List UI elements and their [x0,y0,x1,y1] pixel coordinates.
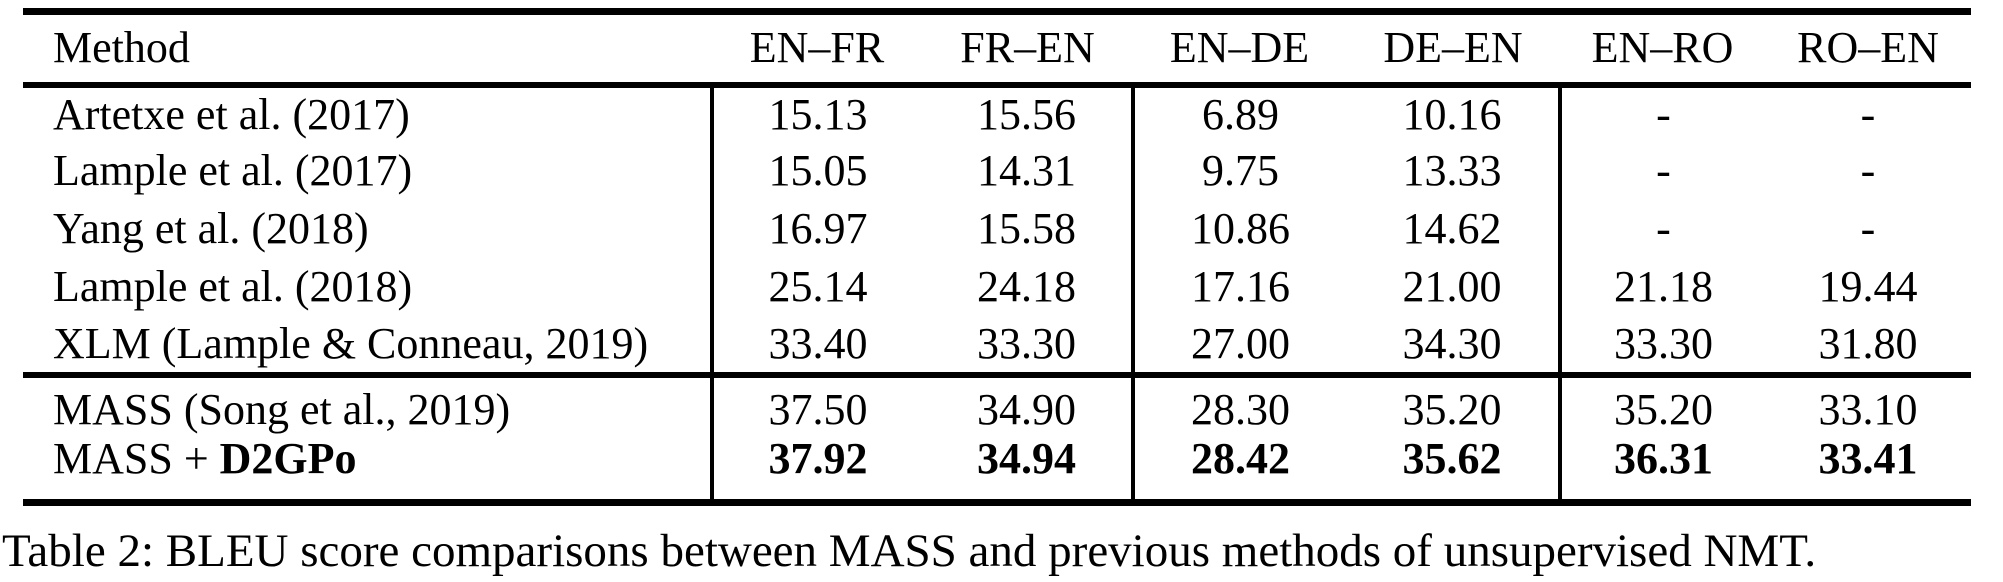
score-cell: 28.42 [1191,433,1290,483]
score-cell: - [1860,89,1876,139]
table-row: Artetxe et al. (2017) 15.13 15.56 6.89 1… [23,84,1971,143]
method-cell: MASS + D2GPo [23,433,714,503]
score-cell: 34.90 [922,371,1135,435]
score-cell: 34.30 [1346,316,1562,375]
method-label: Lample et al. (2018) [53,262,413,312]
score-cell: 24.18 [922,258,1135,317]
score-cell: - [1656,204,1671,254]
method-cell: XLM (Lample & Conneau, 2019) [23,316,714,375]
column-header-de-en: DE–EN [1346,11,1560,88]
score-cell: 9.75 [1202,146,1279,196]
table-row: Yang et al. (2018) 16.97 15.58 10.86 14.… [23,200,1971,259]
method-label: MASS (Song et al., 2019) [53,384,511,434]
score-cell: 33.41 [1818,433,1918,483]
score-cell: 37.50 [712,371,922,435]
score-cell: 31.80 [1818,318,1918,368]
score-cell: 15.56 [922,84,1135,143]
bleu-score-table: Method EN–FR FR–EN EN–DE DE–EN EN–RO RO–… [23,8,1971,506]
score-cell: 35.20 [1346,371,1562,435]
score-cell: 33.30 [1614,318,1713,368]
method-label: XLM (Lample & Conneau, 2019) [53,318,649,368]
score-cell: 35.62 [1346,434,1562,503]
score-cell: 16.97 [768,204,868,254]
score-cell: 17.16 [1191,262,1290,312]
table-row: Lample et al. (2017) 15.05 14.31 9.75 13… [23,142,1971,201]
method-label: Lample et al. (2017) [53,146,413,196]
score-cell: 15.58 [922,200,1135,259]
score-cell: 14.62 [1346,200,1562,259]
score-cell: 15.13 [768,89,868,139]
table-row: XLM (Lample & Conneau, 2019) 33.40 33.30… [23,316,1971,375]
table-row: MASS (Song et al., 2019) 37.50 34.90 28.… [23,371,1971,435]
score-cell: 34.94 [922,434,1135,503]
method-label: MASS + [53,433,220,483]
score-cell: 37.92 [768,433,868,483]
table-row-highlight: MASS + D2GPo 37.92 34.94 28.42 35.62 36.… [23,433,1971,503]
method-label: Yang et al. (2018) [53,204,369,254]
table-row: Lample et al. (2018) 25.14 24.18 17.16 2… [23,258,1971,317]
score-cell: 6.89 [1202,89,1279,139]
score-cell: 19.44 [1818,262,1918,312]
method-cell: Lample et al. (2017) [23,142,714,201]
table-caption: Table 2: BLEU score comparisons between … [2,525,1817,577]
score-cell: 27.00 [1191,318,1290,368]
score-cell: 33.30 [922,316,1135,375]
score-cell: 14.31 [922,142,1135,201]
score-cell: 35.20 [1560,371,1765,435]
score-cell: - [1656,89,1671,139]
method-label: Artetxe et al. (2017) [53,89,410,139]
score-cell: - [1860,146,1876,196]
score-cell: 15.05 [768,146,868,196]
method-cell: Lample et al. (2018) [23,258,714,317]
column-header-en-de: EN–DE [1133,11,1346,88]
score-cell: 33.10 [1765,371,1971,435]
score-cell: 33.40 [768,318,868,368]
method-cell: Yang et al. (2018) [23,200,714,259]
table-header-row: Method EN–FR FR–EN EN–DE DE–EN EN–RO RO–… [23,11,1971,88]
method-cell: Artetxe et al. (2017) [23,84,714,143]
score-cell: 21.00 [1346,258,1562,317]
score-cell: 21.18 [1614,262,1713,312]
score-cell: 10.16 [1346,84,1562,143]
score-cell: 36.31 [1614,433,1713,483]
column-header-en-ro: EN–RO [1560,11,1765,88]
column-header-ro-en: RO–EN [1765,11,1971,88]
column-header-en-fr: EN–FR [712,11,922,88]
score-cell: - [1860,204,1876,254]
score-cell: 10.86 [1191,204,1290,254]
score-cell: 25.14 [768,262,868,312]
column-header-fr-en: FR–EN [922,11,1133,88]
column-header-method: Method [23,11,712,88]
score-cell: - [1656,146,1671,196]
score-cell: 28.30 [1133,371,1346,435]
method-cell: MASS (Song et al., 2019) [23,371,714,435]
score-cell: 13.33 [1346,142,1562,201]
method-label-bold: D2GPo [219,433,357,483]
